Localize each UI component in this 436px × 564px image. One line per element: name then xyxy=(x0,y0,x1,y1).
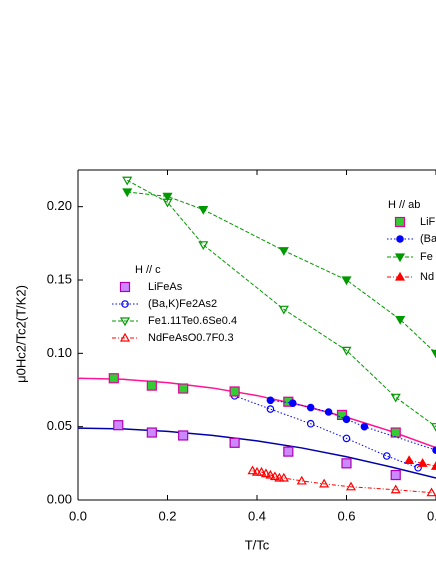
data-point xyxy=(336,409,348,421)
data-point xyxy=(256,466,267,476)
y-axis-label: μ0Hc2/Tc2(T/K2) xyxy=(13,285,28,383)
x-axis-label: T/Tc xyxy=(245,537,270,552)
data-point xyxy=(324,408,333,416)
legend-label: LiFeAs xyxy=(148,281,183,293)
data-point xyxy=(278,305,289,315)
data-point xyxy=(296,475,307,485)
data-point xyxy=(146,427,157,438)
data-point xyxy=(278,247,289,256)
data-point xyxy=(342,434,351,443)
y-tick-label: 0.15 xyxy=(47,271,72,286)
data-point xyxy=(430,461,436,470)
data-point xyxy=(390,427,401,438)
data-point xyxy=(122,188,133,198)
x-tick-label: 0.6 xyxy=(337,508,355,523)
data-point xyxy=(390,393,401,403)
data-point xyxy=(390,484,401,494)
legend-label: Fe1.11Te0.6Se0.4 xyxy=(148,315,237,327)
data-point xyxy=(178,430,189,441)
legend-label: Nd xyxy=(420,271,434,283)
y-tick-label: 0.05 xyxy=(47,418,72,433)
data-point xyxy=(146,380,157,391)
fit-curve xyxy=(77,377,436,449)
legend-marker xyxy=(119,281,131,293)
data-point xyxy=(288,399,297,408)
data-point xyxy=(122,176,133,186)
data-point xyxy=(341,276,352,286)
data-point xyxy=(198,206,209,215)
legend-marker xyxy=(394,253,406,263)
data-point xyxy=(395,316,406,325)
x-tick-label: 0.4 xyxy=(248,508,266,523)
data-point xyxy=(430,349,436,359)
legend-label: (Ba xyxy=(420,233,436,245)
y-tick-label: 0.20 xyxy=(47,198,72,213)
data-point xyxy=(390,469,401,481)
data-point xyxy=(229,437,240,448)
data-point xyxy=(404,455,415,464)
data-point xyxy=(278,472,289,482)
y-tick-label: 0.00 xyxy=(47,491,72,506)
data-point xyxy=(306,419,315,428)
data-point xyxy=(345,481,357,491)
data-point xyxy=(426,487,436,497)
data-point xyxy=(382,452,391,460)
data-point xyxy=(198,241,209,251)
data-point xyxy=(266,396,275,405)
legend-label: LiF xyxy=(420,216,436,228)
series-line xyxy=(126,179,436,428)
data-point xyxy=(360,422,369,431)
data-point xyxy=(260,468,271,478)
legend-marker xyxy=(121,300,129,308)
series-line xyxy=(234,395,419,469)
x-tick-label: 0.2 xyxy=(158,508,176,523)
legend-title: H // c xyxy=(135,264,161,276)
data-point xyxy=(265,469,276,479)
data-point xyxy=(430,423,436,432)
fit-curve xyxy=(77,427,436,479)
legend-marker xyxy=(119,317,131,327)
legend-marker xyxy=(394,216,406,228)
legend-marker xyxy=(396,235,404,243)
legend-marker xyxy=(394,271,406,281)
legend-label: NdFeAsO0.7F0.3 xyxy=(148,332,234,344)
data-point xyxy=(417,458,428,467)
data-point xyxy=(342,415,351,424)
data-point xyxy=(113,420,124,431)
x-tick-label: 0.8 xyxy=(427,508,436,523)
legend-label: Fe xyxy=(420,251,433,263)
data-point xyxy=(283,446,294,457)
data-point xyxy=(266,405,275,413)
series-line xyxy=(252,470,432,494)
data-point xyxy=(306,403,315,412)
legend-title: H // ab xyxy=(388,199,420,211)
data-point xyxy=(341,346,352,356)
data-point xyxy=(178,383,189,394)
data-point xyxy=(162,192,173,202)
data-point xyxy=(269,471,280,481)
legend-marker xyxy=(119,332,131,342)
data-point xyxy=(414,463,422,472)
data-point xyxy=(341,458,352,469)
legend-label: (Ba,K)Fe2As2 xyxy=(148,298,217,310)
x-tick-label: 0.0 xyxy=(69,508,87,523)
data-point xyxy=(319,478,330,488)
y-tick-label: 0.10 xyxy=(47,345,72,360)
data-point xyxy=(108,373,119,384)
data-point xyxy=(229,386,240,397)
data-point xyxy=(247,465,258,475)
